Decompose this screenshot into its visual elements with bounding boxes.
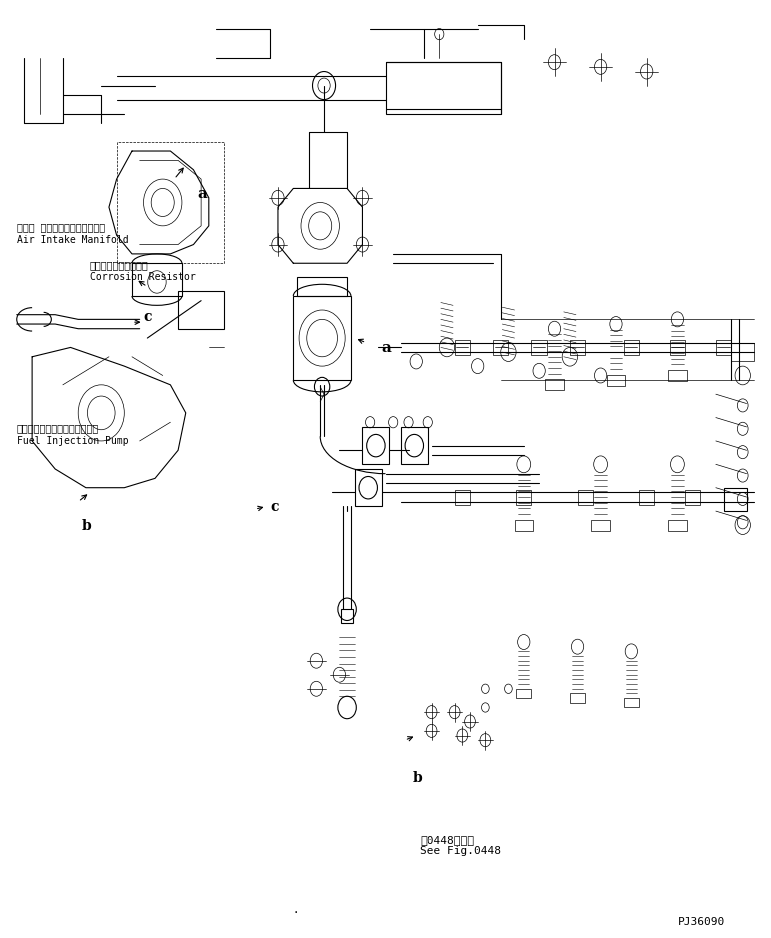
Bar	[355, 469, 382, 507]
Bar	[670, 340, 685, 355]
Text: a: a	[382, 341, 392, 356]
Text: b: b	[82, 519, 92, 533]
Bar	[297, 278, 347, 296]
Bar	[591, 520, 610, 531]
Bar	[341, 610, 353, 624]
Bar	[607, 374, 625, 386]
Text: フェルインジェクションポンプ: フェルインジェクションポンプ	[17, 424, 99, 433]
Bar	[668, 520, 687, 531]
Bar	[570, 340, 585, 355]
Text: Corrosion Resistor: Corrosion Resistor	[89, 272, 196, 282]
Text: エアー インテークマニホールド: エアー インテークマニホールド	[17, 222, 105, 233]
Bar	[624, 698, 639, 707]
Bar	[715, 340, 731, 355]
Bar	[362, 427, 389, 464]
Text: a: a	[197, 187, 207, 201]
Bar	[401, 427, 428, 464]
Bar	[516, 688, 531, 698]
Text: コロージョンレジスタ: コロージョンレジスタ	[89, 260, 149, 270]
Text: 第0448図参照: 第0448図参照	[420, 835, 474, 845]
Bar	[577, 490, 593, 505]
Bar	[531, 340, 547, 355]
Text: Fuel Injection Pump: Fuel Injection Pump	[17, 436, 129, 446]
Bar	[723, 488, 746, 511]
Text: PJ36090: PJ36090	[678, 917, 725, 928]
Text: b: b	[412, 771, 423, 785]
Bar	[545, 379, 564, 390]
Bar	[668, 370, 687, 381]
Bar	[624, 340, 639, 355]
Text: Air Intake Manifold: Air Intake Manifold	[17, 234, 129, 245]
Bar	[639, 490, 655, 505]
Bar	[685, 490, 701, 505]
Text: c: c	[143, 310, 152, 325]
Bar	[493, 340, 508, 355]
Bar	[178, 292, 224, 328]
Bar	[455, 490, 470, 505]
Bar	[570, 693, 585, 703]
Text: c: c	[271, 500, 279, 514]
Bar	[386, 62, 500, 113]
Bar	[455, 340, 470, 355]
Bar	[731, 342, 754, 361]
Bar	[116, 142, 224, 264]
Bar	[132, 264, 182, 296]
Bar	[514, 520, 533, 531]
Bar	[293, 296, 351, 380]
Text: .: .	[293, 902, 298, 916]
Bar	[516, 490, 531, 505]
Text: See Fig.0448: See Fig.0448	[420, 846, 501, 856]
